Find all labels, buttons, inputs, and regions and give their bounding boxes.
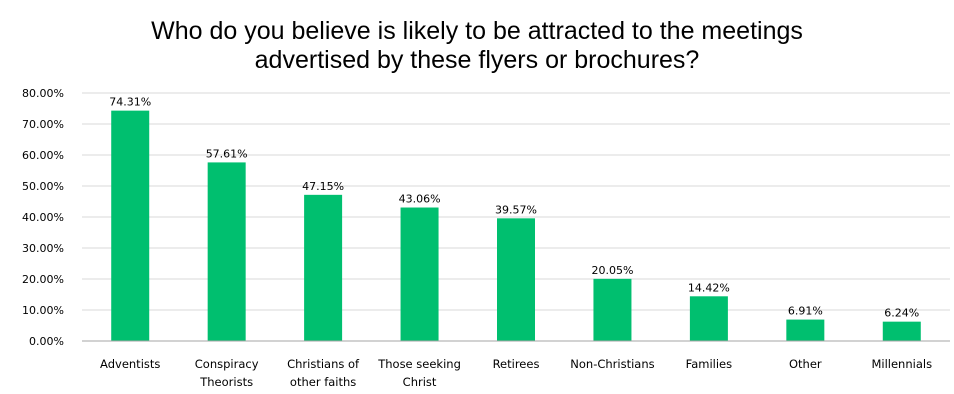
data-label: 39.57% [495,203,537,216]
bar [111,110,150,341]
y-tick-label: 10.00% [22,304,64,317]
x-tick-label: Those seeking [377,357,461,371]
bar [497,218,535,341]
bar [400,207,439,341]
bars [111,110,921,341]
x-tick-label: Millennials [871,357,932,371]
x-tick-label: Retirees [493,357,540,371]
x-tick-label: other faiths [290,375,356,389]
data-label: 43.06% [399,193,441,206]
data-label: 14.42% [688,281,730,294]
data-label: 6.91% [788,305,823,318]
data-label: 57.61% [206,147,248,160]
y-axis-tick-labels: 0.00% 10.00% 20.00% 30.00% 40.00% 50.00% 60.00… [22,87,64,348]
bar [786,319,825,341]
y-tick-label: 50.00% [22,180,64,193]
chart-title-line-2: advertised by these flyers or brochures? [255,46,700,74]
data-label: 74.31% [109,96,151,109]
x-tick-label: Non-Christians [570,357,654,371]
data-label: 6.24% [884,307,919,320]
bar [304,194,343,341]
x-tick-label: Theorists [199,375,253,389]
y-tick-label: 30.00% [22,242,64,255]
bar [882,321,921,341]
y-tick-label: 70.00% [22,118,64,131]
data-label: 47.15% [302,180,344,193]
y-tick-label: 40.00% [22,211,64,224]
x-tick-label: Adventists [100,357,160,371]
x-tick-label: Families [686,357,732,371]
y-tick-label: 80.00% [22,87,64,100]
chart-title: Who do you believe is likely to be attra… [151,17,803,74]
x-axis-category-labels: Adventists Conspiracy Theorists Christians … [100,357,932,389]
bar [207,162,246,341]
x-tick-label: Christ [403,375,437,389]
x-tick-label: Christians of [287,357,360,371]
bar [689,296,728,341]
x-tick-label: Other [789,357,822,371]
bar [593,278,632,341]
x-tick-label: Conspiracy [195,357,259,371]
y-tick-label: 20.00% [22,273,64,286]
y-tick-label: 0.00% [29,335,64,348]
chart-title-line-1: Who do you believe is likely to be attra… [151,17,803,45]
y-tick-label: 60.00% [22,149,64,162]
data-label: 20.05% [591,264,633,277]
data-labels: 74.31% 57.61% 47.15% 43.06% 39.57% 20.05% 14.4… [109,96,919,320]
